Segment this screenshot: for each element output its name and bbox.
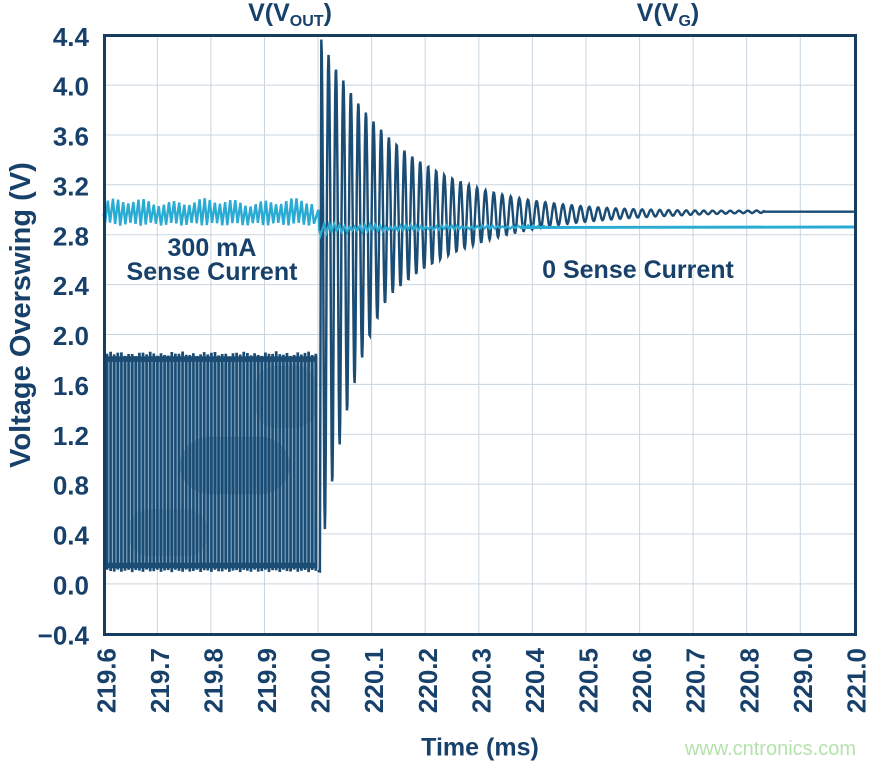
svg-text:V(VG): V(VG) — [637, 0, 699, 30]
svg-text:0.0: 0.0 — [53, 571, 89, 601]
svg-text:229.0: 229.0 — [788, 648, 818, 713]
svg-text:0.8: 0.8 — [53, 471, 89, 501]
svg-text:219.9: 219.9 — [252, 648, 282, 713]
svg-text:300 mA: 300 mA — [168, 234, 257, 262]
svg-text:220.6: 220.6 — [627, 648, 657, 713]
svg-text:4.0: 4.0 — [53, 72, 89, 102]
svg-text:220.3: 220.3 — [466, 648, 496, 713]
svg-text:219.6: 219.6 — [91, 648, 121, 713]
svg-text:220.2: 220.2 — [413, 648, 443, 713]
svg-text:220.8: 220.8 — [734, 648, 764, 713]
svg-text:−0.4: −0.4 — [38, 620, 90, 650]
svg-text:221.0: 221.0 — [842, 648, 870, 713]
svg-text:0.4: 0.4 — [53, 521, 90, 551]
svg-text:www.cntronics.com: www.cntronics.com — [684, 738, 856, 760]
svg-text:1.2: 1.2 — [53, 421, 89, 451]
svg-text:3.6: 3.6 — [53, 122, 89, 152]
svg-text:Time (ms): Time (ms) — [421, 734, 539, 762]
svg-text:3.2: 3.2 — [53, 171, 89, 201]
svg-text:220.0: 220.0 — [306, 648, 336, 713]
svg-text:2.4: 2.4 — [53, 271, 90, 301]
svg-text:220.1: 220.1 — [359, 648, 389, 713]
svg-text:220.7: 220.7 — [681, 648, 711, 713]
svg-text:Sense Current: Sense Current — [127, 258, 299, 286]
svg-text:220.5: 220.5 — [574, 648, 604, 713]
svg-text:219.7: 219.7 — [145, 648, 175, 713]
svg-text:1.6: 1.6 — [53, 371, 89, 401]
svg-text:2.0: 2.0 — [53, 321, 89, 351]
svg-text:220.4: 220.4 — [520, 647, 550, 713]
svg-text:0 Sense Current: 0 Sense Current — [542, 256, 734, 284]
svg-text:219.8: 219.8 — [199, 648, 229, 713]
svg-text:Voltage Overswing (V): Voltage Overswing (V) — [5, 162, 37, 468]
svg-text:2.8: 2.8 — [53, 221, 89, 251]
svg-text:4.4: 4.4 — [53, 22, 90, 52]
